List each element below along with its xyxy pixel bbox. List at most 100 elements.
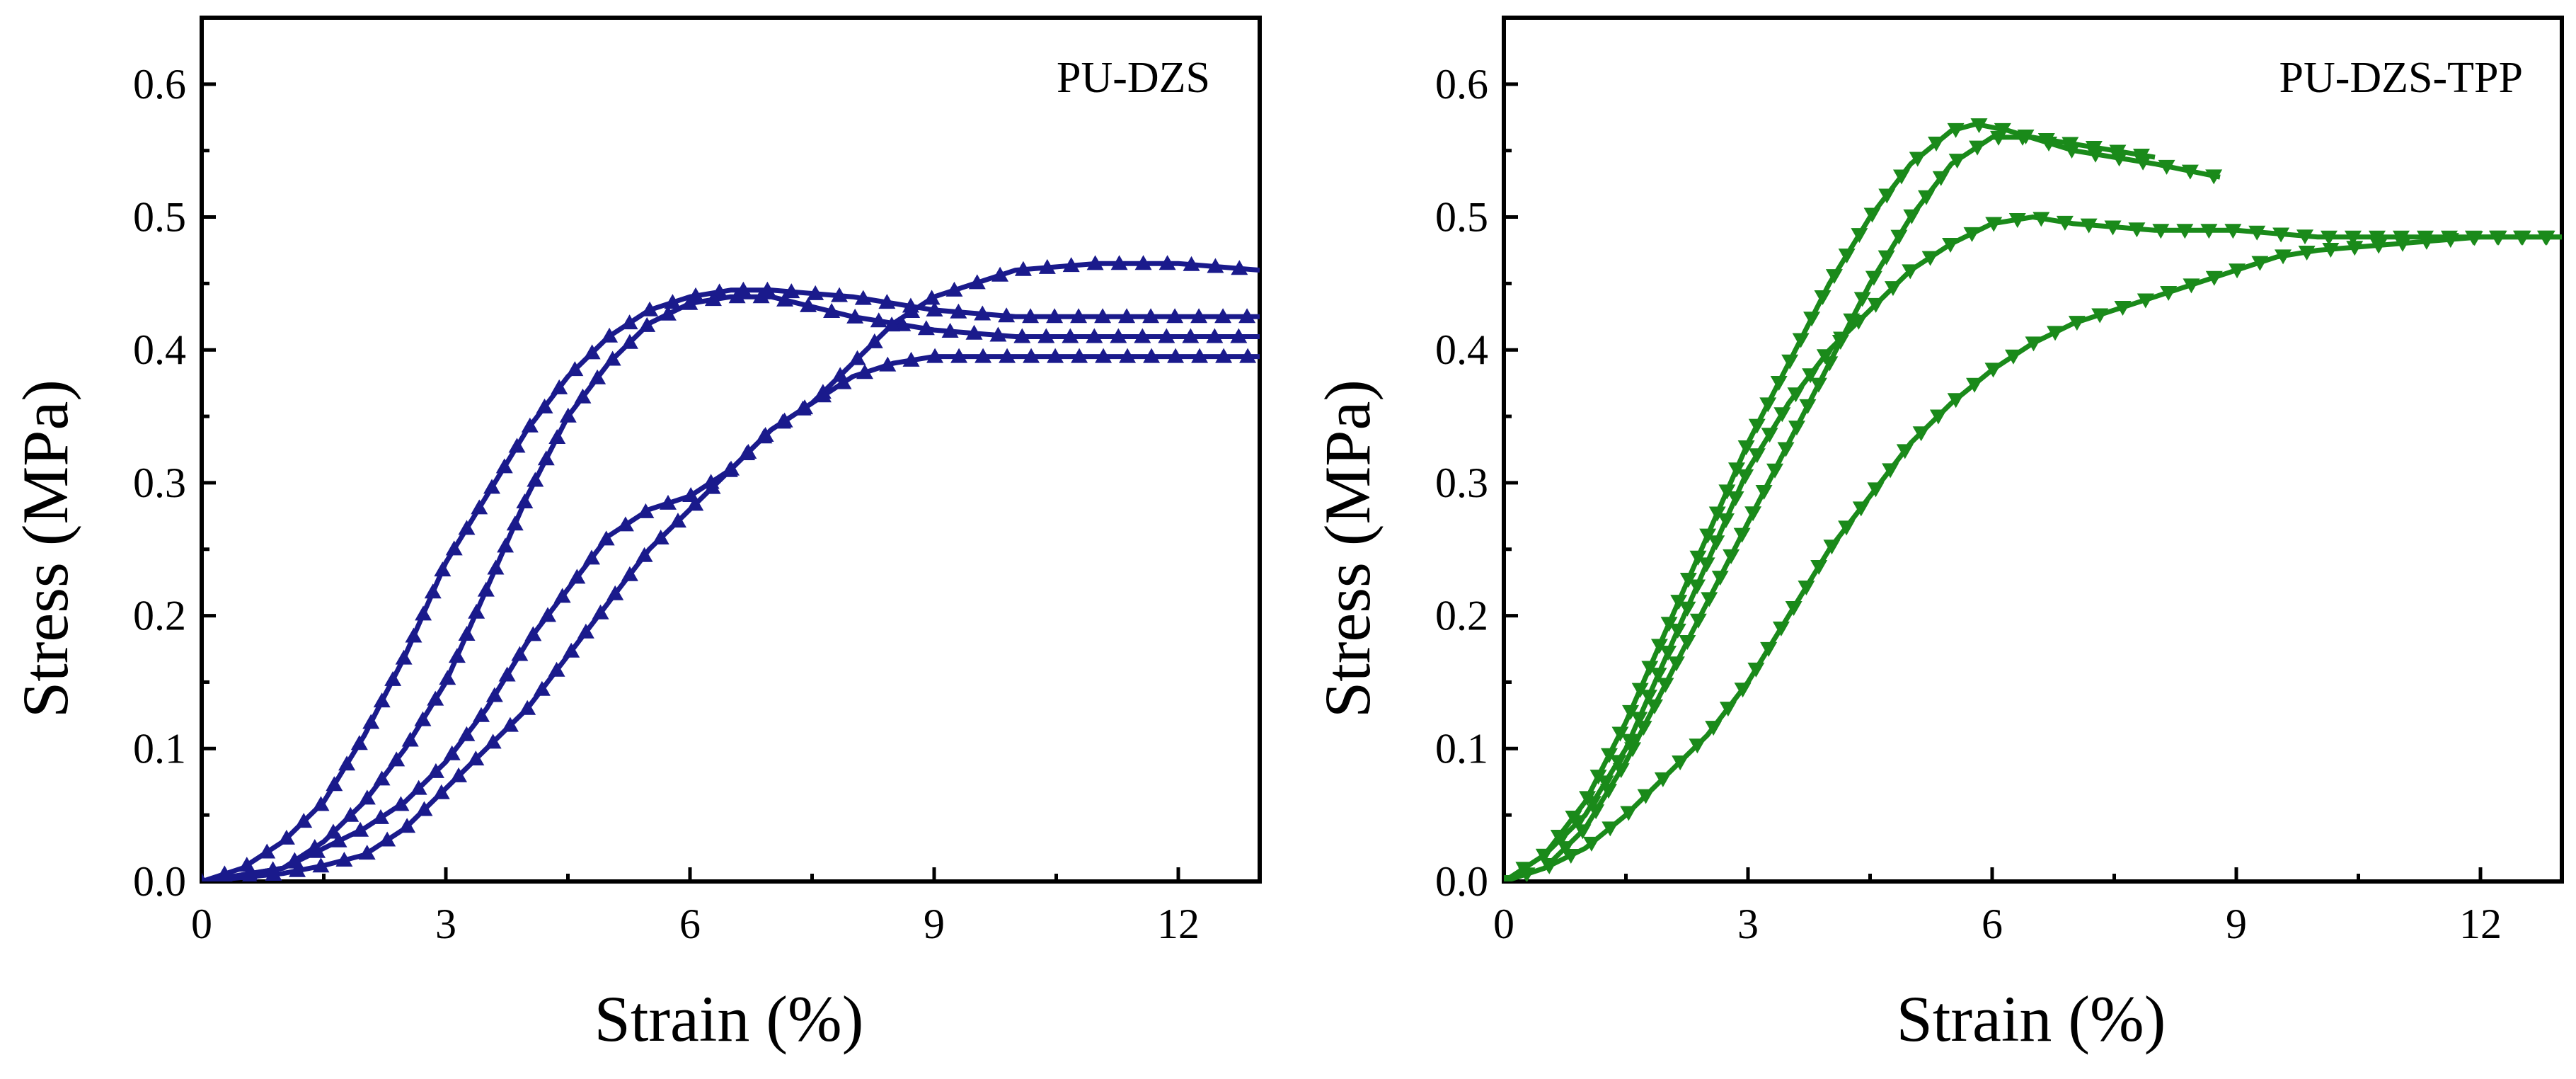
data-point-marker	[1118, 308, 1136, 324]
data-point-marker	[458, 726, 476, 741]
data-point-marker	[800, 297, 817, 312]
data-point-marker	[846, 308, 864, 324]
data-point-marker	[1921, 251, 1939, 266]
data-point-marker	[536, 398, 553, 413]
data-point-marker	[483, 479, 501, 494]
data-point-marker	[1621, 733, 1638, 749]
x-tick-label: 9	[2226, 901, 2247, 947]
data-point-marker	[2272, 227, 2290, 243]
series-3	[1504, 212, 2562, 881]
y-tick-label: 0.0	[1435, 858, 1488, 905]
x-axis-title: Strain (%)	[594, 983, 864, 1055]
data-point-marker	[1191, 348, 1209, 363]
data-point-marker	[1584, 796, 1602, 811]
data-point-marker	[2047, 326, 2064, 341]
data-point-marker	[2087, 147, 2105, 163]
panel-label: PU-DZS-TPP	[2279, 54, 2523, 102]
data-point-marker	[434, 561, 452, 577]
data-point-marker	[473, 707, 490, 722]
data-point-marker	[1838, 520, 1856, 536]
data-point-marker	[686, 496, 704, 511]
data-point-marker	[999, 348, 1016, 363]
data-point-marker	[1929, 409, 1947, 425]
data-point-marker	[1785, 600, 1802, 616]
y-tick-label: 0.5	[133, 194, 186, 241]
data-point-marker	[2275, 249, 2292, 265]
data-point-marker	[728, 288, 746, 304]
series-4	[202, 348, 1260, 881]
data-point-marker	[495, 458, 513, 474]
data-point-marker	[2490, 230, 2507, 246]
data-point-marker	[563, 642, 580, 658]
data-point-marker	[1119, 348, 1137, 363]
data-point-marker	[1723, 549, 1740, 564]
data-point-marker	[2370, 239, 2388, 254]
data-point-marker	[1942, 238, 1960, 253]
data-point-marker	[427, 690, 444, 706]
data-point-marker	[583, 344, 601, 360]
data-point-marker	[508, 438, 526, 453]
data-point-marker	[606, 585, 624, 600]
data-point-marker	[1207, 258, 1224, 273]
data-point-marker	[519, 700, 536, 715]
data-point-marker	[330, 832, 347, 847]
data-point-marker	[1878, 188, 1896, 204]
data-point-marker	[755, 428, 773, 444]
data-point-marker	[458, 520, 476, 535]
data-point-marker	[358, 845, 376, 860]
data-point-marker	[372, 809, 389, 824]
data-point-marker	[1825, 269, 1843, 285]
data-point-marker	[974, 305, 991, 321]
data-point-marker	[854, 290, 872, 305]
data-point-marker	[917, 320, 935, 336]
data-point-marker	[849, 350, 866, 365]
data-point-marker	[2137, 293, 2154, 309]
data-point-marker	[669, 513, 686, 528]
data-point-marker	[604, 350, 621, 366]
data-point-marker	[1994, 122, 2011, 138]
data-point-marker	[592, 604, 609, 620]
data-point-marker	[950, 348, 968, 363]
data-point-marker	[1903, 209, 1921, 224]
data-point-marker	[2025, 336, 2042, 352]
data-point-marker	[1023, 348, 1040, 363]
data-point-marker	[2296, 229, 2314, 245]
series-3	[202, 255, 1260, 881]
data-point-marker	[1970, 118, 1988, 134]
data-point-marker	[1672, 755, 1689, 771]
data-point-marker	[405, 627, 422, 643]
series-line	[202, 261, 1260, 881]
data-point-marker	[1166, 308, 1184, 324]
y-tick-label: 0.5	[1435, 194, 1488, 241]
series-line	[202, 294, 1260, 881]
data-point-marker	[1134, 328, 1151, 343]
y-axis-title: Stress (MPa)	[1311, 379, 1384, 718]
data-point-marker	[774, 413, 792, 429]
data-point-marker	[2183, 278, 2200, 294]
data-point-marker	[539, 607, 557, 622]
data-point-marker	[1620, 806, 1638, 821]
data-point-marker	[388, 751, 406, 767]
data-point-marker	[1143, 348, 1161, 363]
data-point-marker	[1727, 491, 1744, 506]
data-point-marker	[1046, 308, 1064, 324]
data-point-marker	[1230, 328, 1248, 343]
data-point-marker	[1518, 867, 1536, 881]
panel-label: PU-DZS	[1057, 54, 1210, 102]
data-point-marker	[1838, 249, 1856, 264]
y-tick-label: 0.6	[133, 61, 186, 108]
data-point-marker	[1570, 815, 1587, 830]
data-point-marker	[752, 288, 770, 304]
data-point-marker	[926, 301, 943, 316]
data-point-marker	[894, 316, 912, 331]
data-point-marker	[1867, 482, 1885, 498]
data-point-marker	[1966, 377, 1984, 393]
data-point-marker	[1660, 646, 1677, 661]
data-point-marker	[497, 537, 514, 553]
data-point-marker	[289, 862, 306, 877]
data-point-marker	[1631, 683, 1649, 698]
data-point-marker	[2104, 220, 2122, 236]
data-point-marker	[638, 316, 656, 332]
data-point-marker	[1110, 328, 1127, 343]
data-point-marker	[350, 735, 368, 750]
